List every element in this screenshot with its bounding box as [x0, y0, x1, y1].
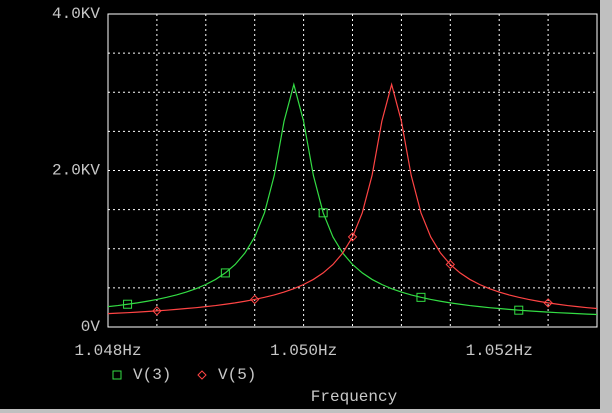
marker — [197, 370, 207, 380]
series-line — [107, 82, 598, 316]
legend-label: V(3) — [133, 366, 171, 384]
x-tick-label: 1.052Hz — [466, 342, 533, 360]
marker — [112, 370, 122, 380]
marker — [347, 232, 358, 242]
marker — [514, 305, 524, 315]
marker — [220, 268, 230, 278]
y-tick-label: 4.0KV — [52, 5, 100, 23]
marker — [543, 298, 553, 308]
plot-frame — [107, 13, 598, 328]
y-tick-label: 2.0KV — [52, 162, 100, 180]
series-line — [107, 82, 598, 315]
marker — [123, 299, 133, 309]
marker — [152, 306, 162, 316]
x-tick-label: 1.048Hz — [74, 342, 141, 360]
legend-label: V(5) — [218, 366, 256, 384]
y-tick-label: 0V — [81, 318, 101, 336]
marker — [318, 208, 328, 218]
x-axis-label: Frequency — [311, 388, 398, 406]
x-tick-label: 1.050Hz — [270, 342, 337, 360]
marker — [416, 292, 426, 302]
window-border — [0, 409, 612, 413]
marker — [445, 259, 456, 270]
window-border — [600, 0, 612, 413]
marker — [249, 294, 260, 305]
